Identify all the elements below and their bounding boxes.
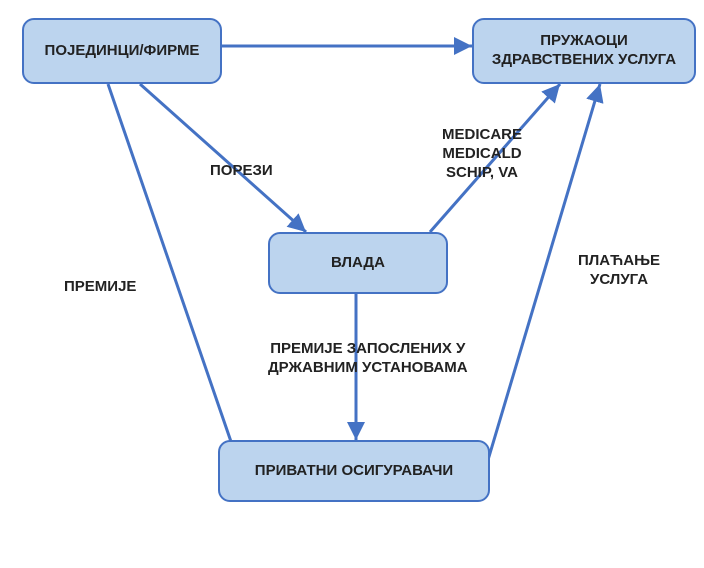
node-insurers: ПРИВАТНИ ОСИГУРАВАЧИ (218, 440, 490, 502)
edge-label-gov-to-prov: MEDICARE MEDICALD SCHIP, VA (442, 126, 522, 182)
edge-label-ind-to-ins: ПРЕМИЈЕ (64, 278, 136, 297)
diagram-canvas: ПОЈЕДИНЦИ/ФИРМЕ ПРУЖАОЦИ ЗДРАВСТВЕНИХ УС… (0, 0, 704, 568)
edge-label-ind-to-gov: ПОРЕЗИ (210, 162, 273, 181)
edge-ind-to-ins (108, 84, 238, 462)
node-label: ПРУЖАОЦИ ЗДРАВСТВЕНИХ УСЛУГА (492, 32, 676, 70)
node-label: ПОЈЕДИНЦИ/ФИРМЕ (45, 42, 200, 61)
edge-ind-to-gov (140, 84, 306, 232)
node-providers: ПРУЖАОЦИ ЗДРАВСТВЕНИХ УСЛУГА (472, 18, 696, 84)
edge-label-ins-to-prov: ПЛАЋАЊЕ УСЛУГА (578, 252, 660, 290)
node-label: ВЛАДА (331, 254, 385, 273)
edge-label-gov-to-ins: ПРЕМИЈЕ ЗАПОСЛЕНИХ У ДРЖАВНИМ УСТАНОВАМА (268, 340, 468, 378)
node-individuals: ПОЈЕДИНЦИ/ФИРМЕ (22, 18, 222, 84)
node-government: ВЛАДА (268, 232, 448, 294)
node-label: ПРИВАТНИ ОСИГУРАВАЧИ (255, 462, 453, 481)
